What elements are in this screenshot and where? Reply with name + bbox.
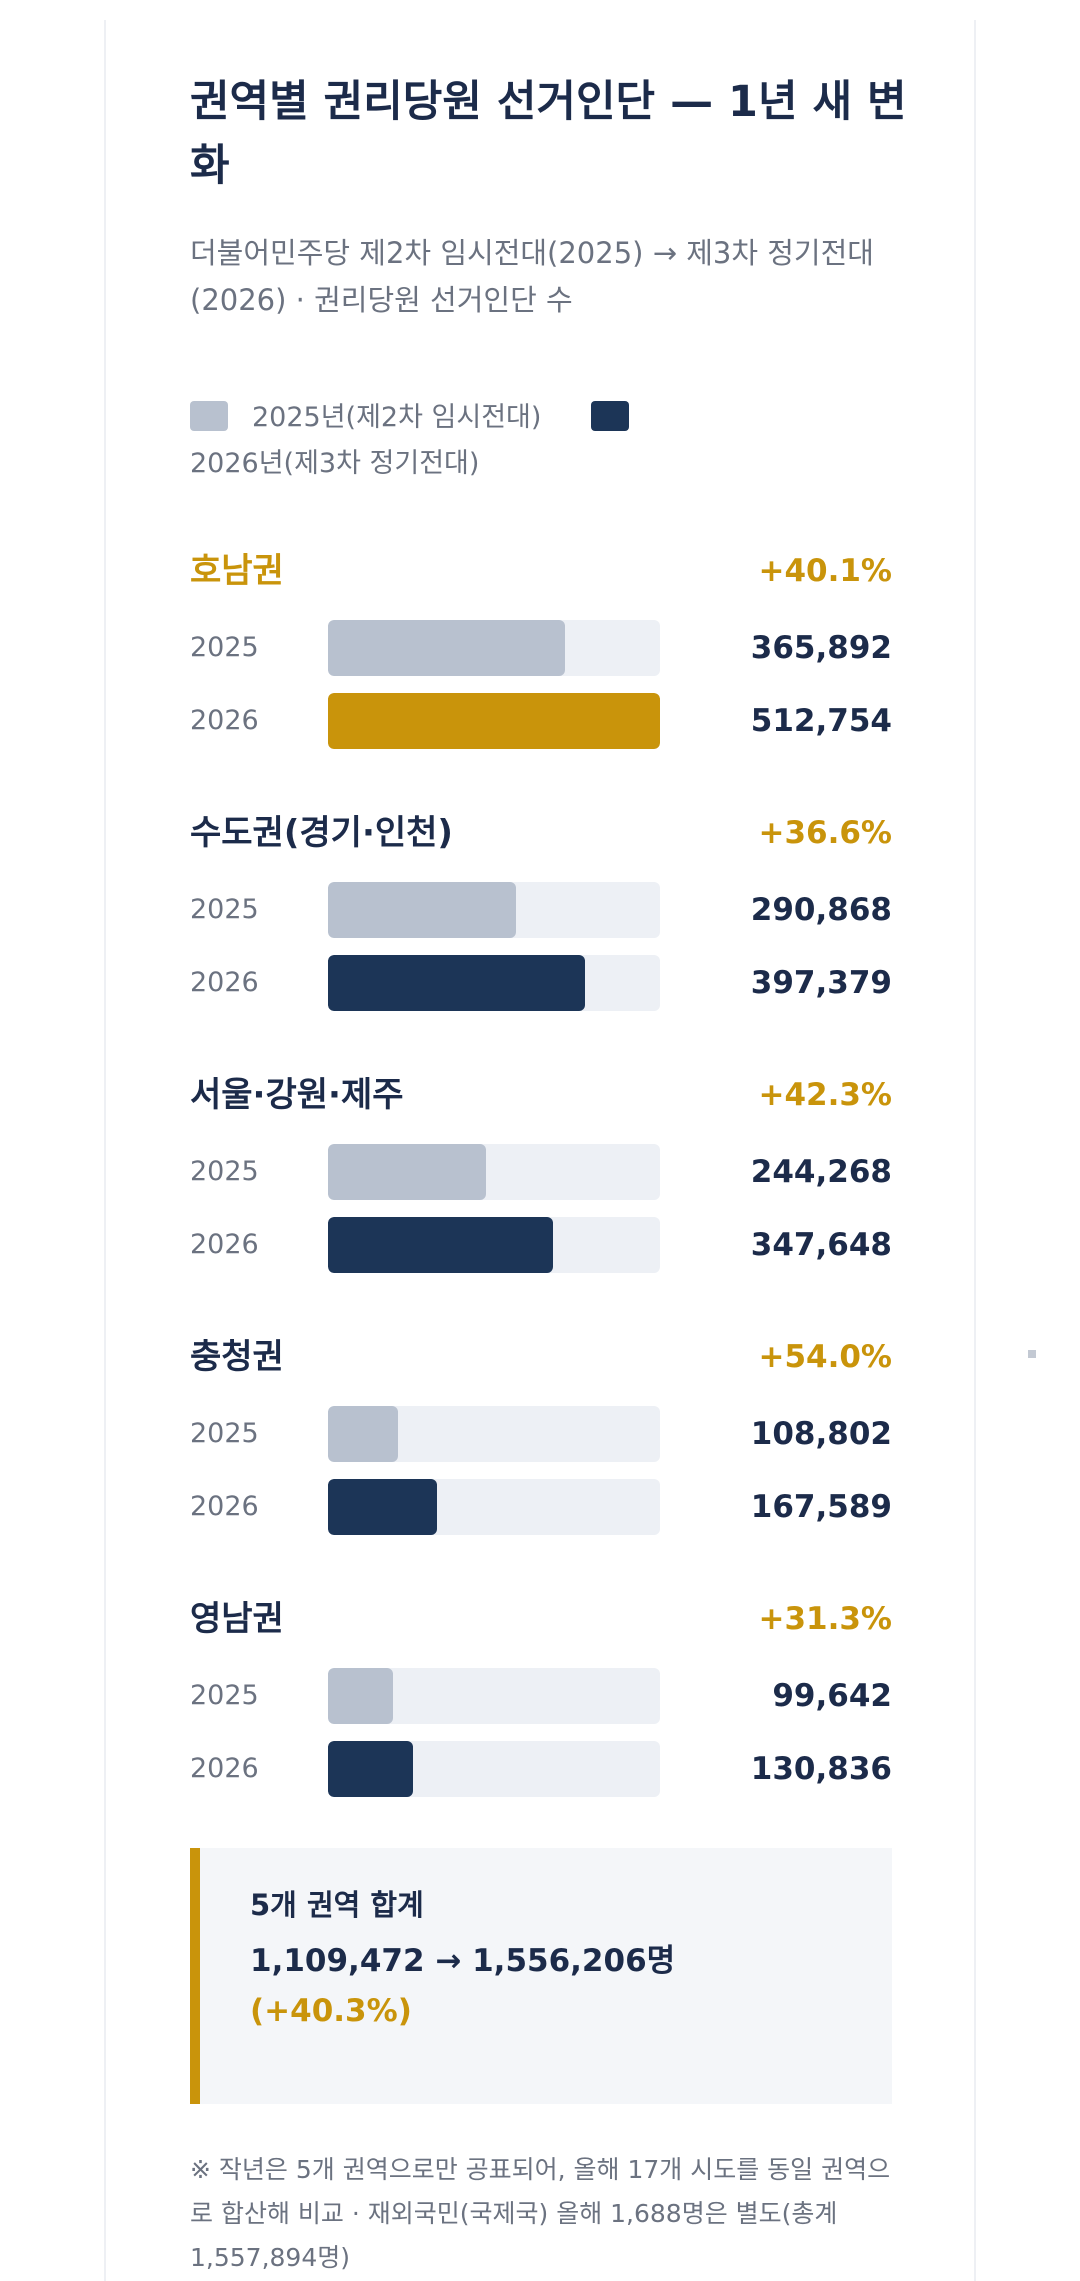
bar-row: 2025 290,868 <box>190 882 892 938</box>
region-group: 충청권 +54.0% 2025 108,802 2026 167,589 <box>190 1334 892 1594</box>
bar-year-label: 2026 <box>190 967 259 998</box>
bar-row: 2025 99,642 <box>190 1668 892 1724</box>
region-change-label: +42.3% <box>758 1077 892 1113</box>
bar-year-label: 2026 <box>190 1229 259 1260</box>
bar-value-label: 130,836 <box>750 1751 892 1787</box>
summary-change: (+40.3%) <box>250 1993 412 2029</box>
bar-2026 <box>328 1479 437 1535</box>
bar-track <box>328 1144 660 1200</box>
bar-2025 <box>328 1144 486 1200</box>
bar-value-label: 290,868 <box>750 892 892 928</box>
bar-track <box>328 1406 660 1462</box>
legend-swatch-2025 <box>190 401 228 431</box>
bar-value-label: 108,802 <box>750 1416 892 1452</box>
bar-value-label: 167,589 <box>750 1489 892 1525</box>
bar-2025 <box>328 1406 398 1462</box>
bar-row: 2026 512,754 <box>190 693 892 749</box>
bar-track <box>328 955 660 1011</box>
bar-2026 <box>328 693 660 749</box>
bar-year-label: 2026 <box>190 1491 259 1522</box>
legend-label-2025: 2025년(제2차 임시전대) <box>252 402 542 433</box>
region-group: 서울·강원·제주 +42.3% 2025 244,268 2026 347,648 <box>190 1072 892 1332</box>
bar-row: 2026 130,836 <box>190 1741 892 1797</box>
card-edge-right <box>974 20 976 2281</box>
bar-track <box>328 693 660 749</box>
bar-track <box>328 1668 660 1724</box>
region-name: 충청권 <box>190 1337 284 1377</box>
bar-row: 2025 108,802 <box>190 1406 892 1462</box>
bar-track <box>328 1479 660 1535</box>
region-group: 영남권 +31.3% 2025 99,642 2026 130,836 <box>190 1596 892 1856</box>
bar-value-label: 397,379 <box>750 965 892 1001</box>
bar-year-label: 2025 <box>190 632 259 663</box>
bar-track <box>328 882 660 938</box>
bar-value-label: 99,642 <box>772 1678 892 1714</box>
region-change-label: +54.0% <box>758 1339 892 1375</box>
chart-legend: 2025년(제2차 임시전대) 2026년(제3차 정기전대) <box>190 395 910 487</box>
region-name: 호남권 <box>190 551 284 591</box>
bar-row: 2025 365,892 <box>190 620 892 676</box>
chart-title: 권역별 권리당원 선거인단 — 1년 새 변화 <box>190 77 907 191</box>
region-name: 수도권(경기·인천) <box>190 813 453 853</box>
bar-year-label: 2025 <box>190 1680 259 1711</box>
bar-2025 <box>328 882 516 938</box>
bar-year-label: 2026 <box>190 1753 259 1784</box>
bar-year-label: 2025 <box>190 894 259 925</box>
bar-2026 <box>328 955 585 1011</box>
bar-value-label: 512,754 <box>750 703 892 739</box>
bar-row: 2025 244,268 <box>190 1144 892 1200</box>
region-change-label: +36.6% <box>758 815 892 851</box>
bar-track <box>328 620 660 676</box>
card-edge-left <box>104 20 106 2281</box>
summary-range: 1,109,472 → 1,556,206명 <box>250 1943 676 1979</box>
region-group: 호남권 +40.1% 2025 365,892 2026 512,754 <box>190 548 892 808</box>
bar-2026 <box>328 1741 413 1797</box>
bar-year-label: 2025 <box>190 1156 259 1187</box>
region-change-label: +31.3% <box>758 1601 892 1637</box>
region-name: 서울·강원·제주 <box>190 1075 404 1115</box>
bar-track <box>328 1741 660 1797</box>
chart-subtitle: 더불어민주당 제2차 임시전대(2025) → 제3차 정기전대(2026) ·… <box>190 236 874 317</box>
bar-2025 <box>328 1668 393 1724</box>
legend-swatch-2026 <box>591 401 630 431</box>
bar-2025 <box>328 620 565 676</box>
bar-row: 2026 167,589 <box>190 1479 892 1535</box>
summary-box: 5개 권역 합계 1,109,472 → 1,556,206명 (+40.3%) <box>190 1848 892 2104</box>
bar-value-label: 244,268 <box>750 1154 892 1190</box>
scroll-indicator-dot <box>1028 1350 1036 1358</box>
bar-row: 2026 397,379 <box>190 955 892 1011</box>
region-change-label: +40.1% <box>758 553 892 589</box>
bar-value-label: 365,892 <box>750 630 892 666</box>
bar-year-label: 2026 <box>190 705 259 736</box>
region-group: 수도권(경기·인천) +36.6% 2025 290,868 2026 397,379 <box>190 810 892 1070</box>
legend-label-2026: 2026년(제3차 정기전대) <box>190 448 480 479</box>
bar-year-label: 2025 <box>190 1418 259 1449</box>
bar-2026 <box>328 1217 553 1273</box>
footnote: ※ 작년은 5개 권역으로만 공표되어, 올해 17개 시도를 동일 권역으로 … <box>190 2155 891 2272</box>
summary-label: 5개 권역 합계 <box>250 1888 424 1922</box>
bar-track <box>328 1217 660 1273</box>
bar-value-label: 347,648 <box>750 1227 892 1263</box>
region-name: 영남권 <box>190 1599 284 1639</box>
bar-row: 2026 347,648 <box>190 1217 892 1273</box>
